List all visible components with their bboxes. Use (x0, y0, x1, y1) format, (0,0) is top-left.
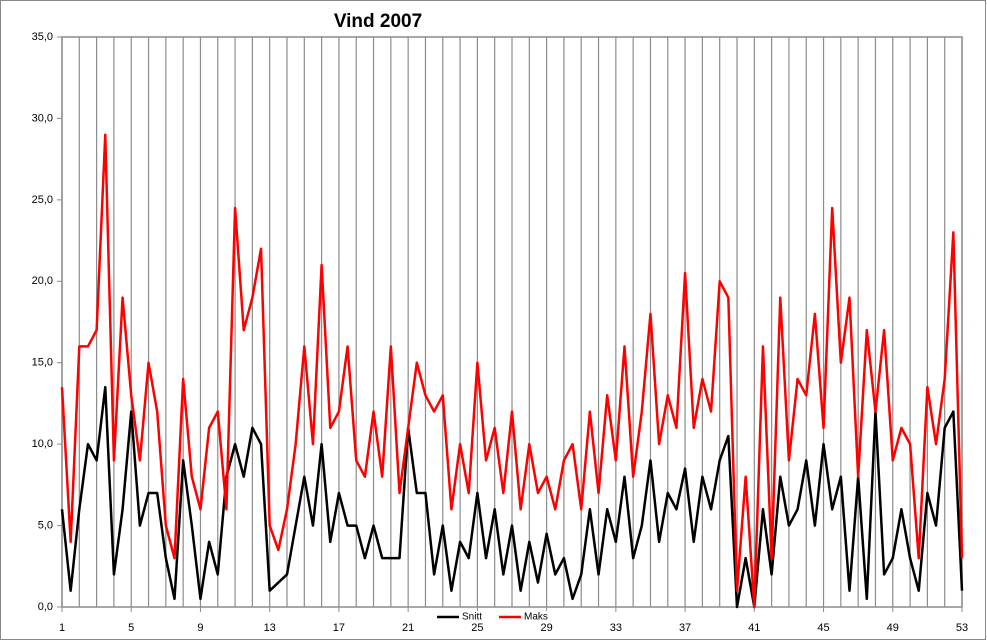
x-tick-label: 53 (956, 622, 968, 634)
x-tick-label: 9 (197, 622, 203, 634)
y-tick-label: 35,0 (32, 31, 53, 43)
x-tick-label: 25 (471, 622, 483, 634)
legend-background (435, 611, 495, 623)
x-tick-label: 5 (128, 622, 134, 634)
y-tick-label: 30,0 (32, 112, 53, 124)
y-tick-label: 10,0 (32, 438, 53, 450)
x-tick-label: 29 (540, 622, 552, 634)
x-tick-label: 41 (748, 622, 760, 634)
x-tick-label: 1 (59, 622, 65, 634)
legend-label: Maks (524, 612, 548, 623)
y-tick-label: 5,0 (38, 519, 53, 531)
y-tick-label: 15,0 (32, 357, 53, 369)
x-tick-label: 33 (610, 622, 622, 634)
y-tick-label: 0,0 (38, 601, 53, 613)
legend-background (497, 611, 557, 623)
series-line (60, 385, 964, 609)
series-line (60, 133, 964, 609)
y-tick-label: 20,0 (32, 275, 53, 287)
x-tick-label: 45 (817, 622, 829, 634)
plot-border (61, 36, 963, 608)
x-tick-label: 13 (264, 622, 276, 634)
legend-label: Snitt (462, 612, 482, 623)
x-tick-label: 17 (333, 622, 345, 634)
chart-title: Vind 2007 (334, 11, 422, 32)
x-tick-label: 37 (679, 622, 691, 634)
x-tick-label: 21 (402, 622, 414, 634)
x-tick-label: 49 (887, 622, 899, 634)
y-tick-label: 25,0 (32, 194, 53, 206)
